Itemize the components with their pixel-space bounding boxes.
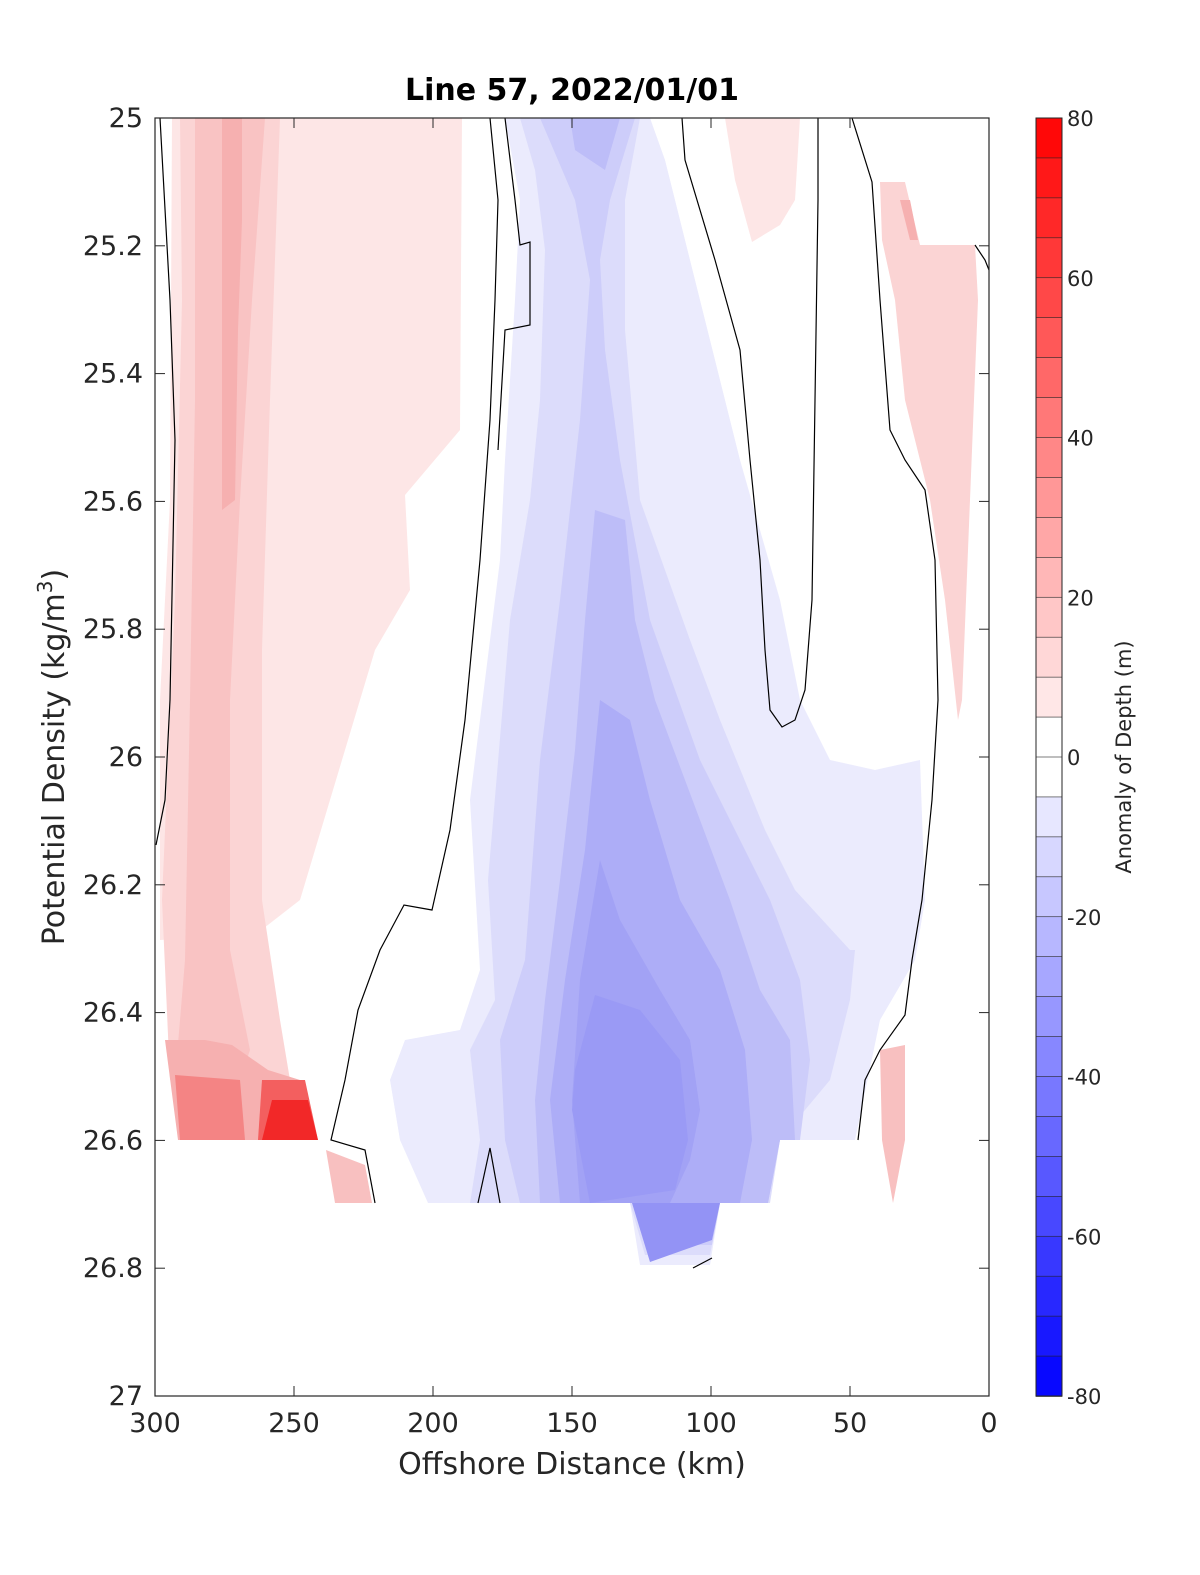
colorbar-segment xyxy=(1035,836,1063,878)
contour-fill-pos-ne-a xyxy=(725,118,800,242)
x-tick-label: 0 xyxy=(980,1408,997,1439)
colorbar-tick-label: -60 xyxy=(1067,1225,1101,1249)
colorbar-segment xyxy=(1035,676,1063,718)
colorbar-segment xyxy=(1035,477,1063,519)
y-tick-label: 26 xyxy=(109,742,143,773)
colorbar-tick-label: 80 xyxy=(1067,107,1094,131)
contour-fill-pos-70 xyxy=(262,1100,318,1140)
contour-fill-pos-15 xyxy=(175,118,265,1080)
y-tick-label: 26.2 xyxy=(83,870,143,901)
colorbar-segment xyxy=(1035,357,1063,399)
colorbar-segment xyxy=(1035,1156,1063,1198)
colorbar-segment xyxy=(1035,716,1063,758)
colorbar-segment xyxy=(1035,996,1063,1038)
colorbar-segment xyxy=(1035,1116,1063,1158)
zero-contour-offshore xyxy=(155,118,176,846)
zero-contour-corner xyxy=(974,244,989,271)
zero-contour-deep xyxy=(692,1257,713,1269)
colorbar-segment xyxy=(1035,1036,1063,1078)
x-tick-label: 250 xyxy=(268,1408,320,1439)
contour-fill-neg-40 xyxy=(632,1203,720,1262)
colorbar-segment xyxy=(1035,157,1063,199)
colorbar-tick-label: 40 xyxy=(1067,427,1094,451)
y-axis-label-superscript: 3 xyxy=(33,580,57,593)
zero-contour-west xyxy=(330,118,499,1204)
x-tick-label: 150 xyxy=(546,1408,598,1439)
zero-contour-loop xyxy=(681,118,819,728)
contour-fill-neg-35 xyxy=(572,995,688,1203)
zero-contour-spike xyxy=(477,1147,501,1204)
contour-fill-pos-ne-c xyxy=(900,200,918,240)
colorbar-segment xyxy=(1035,956,1063,998)
colorbar-segment xyxy=(1035,916,1063,958)
y-tick-label: 25.4 xyxy=(83,359,143,390)
chart-title: Line 57, 2022/01/01 xyxy=(405,73,739,108)
y-tick-label: 26.4 xyxy=(83,998,143,1029)
colorbar-tick-label: 20 xyxy=(1067,586,1094,610)
y-tick-label: 26.6 xyxy=(83,1125,143,1156)
colorbar-segment xyxy=(1035,1355,1063,1397)
colorbar-tick-label: 60 xyxy=(1067,267,1094,291)
zero-contour-mid xyxy=(497,118,531,451)
colorbar-segment xyxy=(1035,596,1063,638)
colorbar-segment xyxy=(1035,1275,1063,1317)
colorbar-segment xyxy=(1035,557,1063,599)
y-tick-label: 26.8 xyxy=(83,1253,143,1284)
y-tick-label: 25.6 xyxy=(83,486,143,517)
contour-fill-pos-20 xyxy=(222,118,242,510)
x-tick-label: 200 xyxy=(407,1408,459,1439)
colorbar-segment xyxy=(1035,197,1063,239)
colorbar-tick-label: -80 xyxy=(1067,1385,1101,1409)
x-tick-label: 300 xyxy=(129,1408,181,1439)
zero-contour-lines xyxy=(155,118,989,1269)
contour-fill-pos-35 xyxy=(175,1075,245,1140)
colorbar-segment xyxy=(1035,1315,1063,1357)
x-axis-label: Offshore Distance (km) xyxy=(398,1447,746,1482)
colorbar-tick-label: -40 xyxy=(1067,1066,1101,1090)
zero-contour-east xyxy=(851,118,939,1141)
colorbar xyxy=(1035,117,1063,1397)
y-tick-label: 25.2 xyxy=(83,231,143,262)
colorbar-segment xyxy=(1035,117,1063,159)
y-tick-label: 25 xyxy=(109,103,143,134)
y-axis-label: Potential Density (kg/m3) xyxy=(33,569,72,945)
colorbar-segment xyxy=(1035,517,1063,559)
filled-contours xyxy=(160,118,978,1265)
colorbar-segment xyxy=(1035,437,1063,479)
colorbar-segment xyxy=(1035,1235,1063,1277)
y-axis-label-main: Potential Density (kg/m xyxy=(37,593,72,945)
colorbar-segment xyxy=(1035,796,1063,838)
colorbar-segment xyxy=(1035,1196,1063,1238)
colorbar-tick-label: -20 xyxy=(1067,906,1101,930)
colorbar-segment xyxy=(1035,317,1063,359)
colorbar-segment xyxy=(1035,876,1063,918)
contour-fill-pos-small-a xyxy=(326,1150,372,1203)
contour-fill-pos-ne-b xyxy=(880,182,978,720)
colorbar-ticks: 80 60 40 20 0 -20 -40 -60 -80 xyxy=(1067,107,1101,1409)
colorbar-segment xyxy=(1035,237,1063,279)
x-tick-label: 100 xyxy=(685,1408,737,1439)
y-tick-label: 27 xyxy=(109,1381,143,1412)
colorbar-tick-label: 0 xyxy=(1067,746,1080,770)
y-tick-label: 25.8 xyxy=(83,614,143,645)
colorbar-segment xyxy=(1035,277,1063,319)
x-tick-label: 50 xyxy=(833,1408,867,1439)
contour-fill-neg-20 xyxy=(570,118,620,170)
contour-fill-pos-ne-d xyxy=(880,1045,905,1203)
x-axis-ticks: 300 250 200 150 100 50 0 xyxy=(129,118,998,1439)
colorbar-segment xyxy=(1035,397,1063,439)
colorbar-segment xyxy=(1035,636,1063,678)
colorbar-segment xyxy=(1035,756,1063,798)
colorbar-segment xyxy=(1035,1076,1063,1118)
y-axis-label-close: ) xyxy=(37,569,72,581)
colorbar-frame xyxy=(1035,117,1063,1397)
y-axis-ticks: 25 25.2 25.4 25.6 25.8 26 26.2 26.4 26.6 26.8 27 xyxy=(83,103,989,1412)
colorbar-label: Anomaly of Depth (m) xyxy=(1112,640,1136,873)
